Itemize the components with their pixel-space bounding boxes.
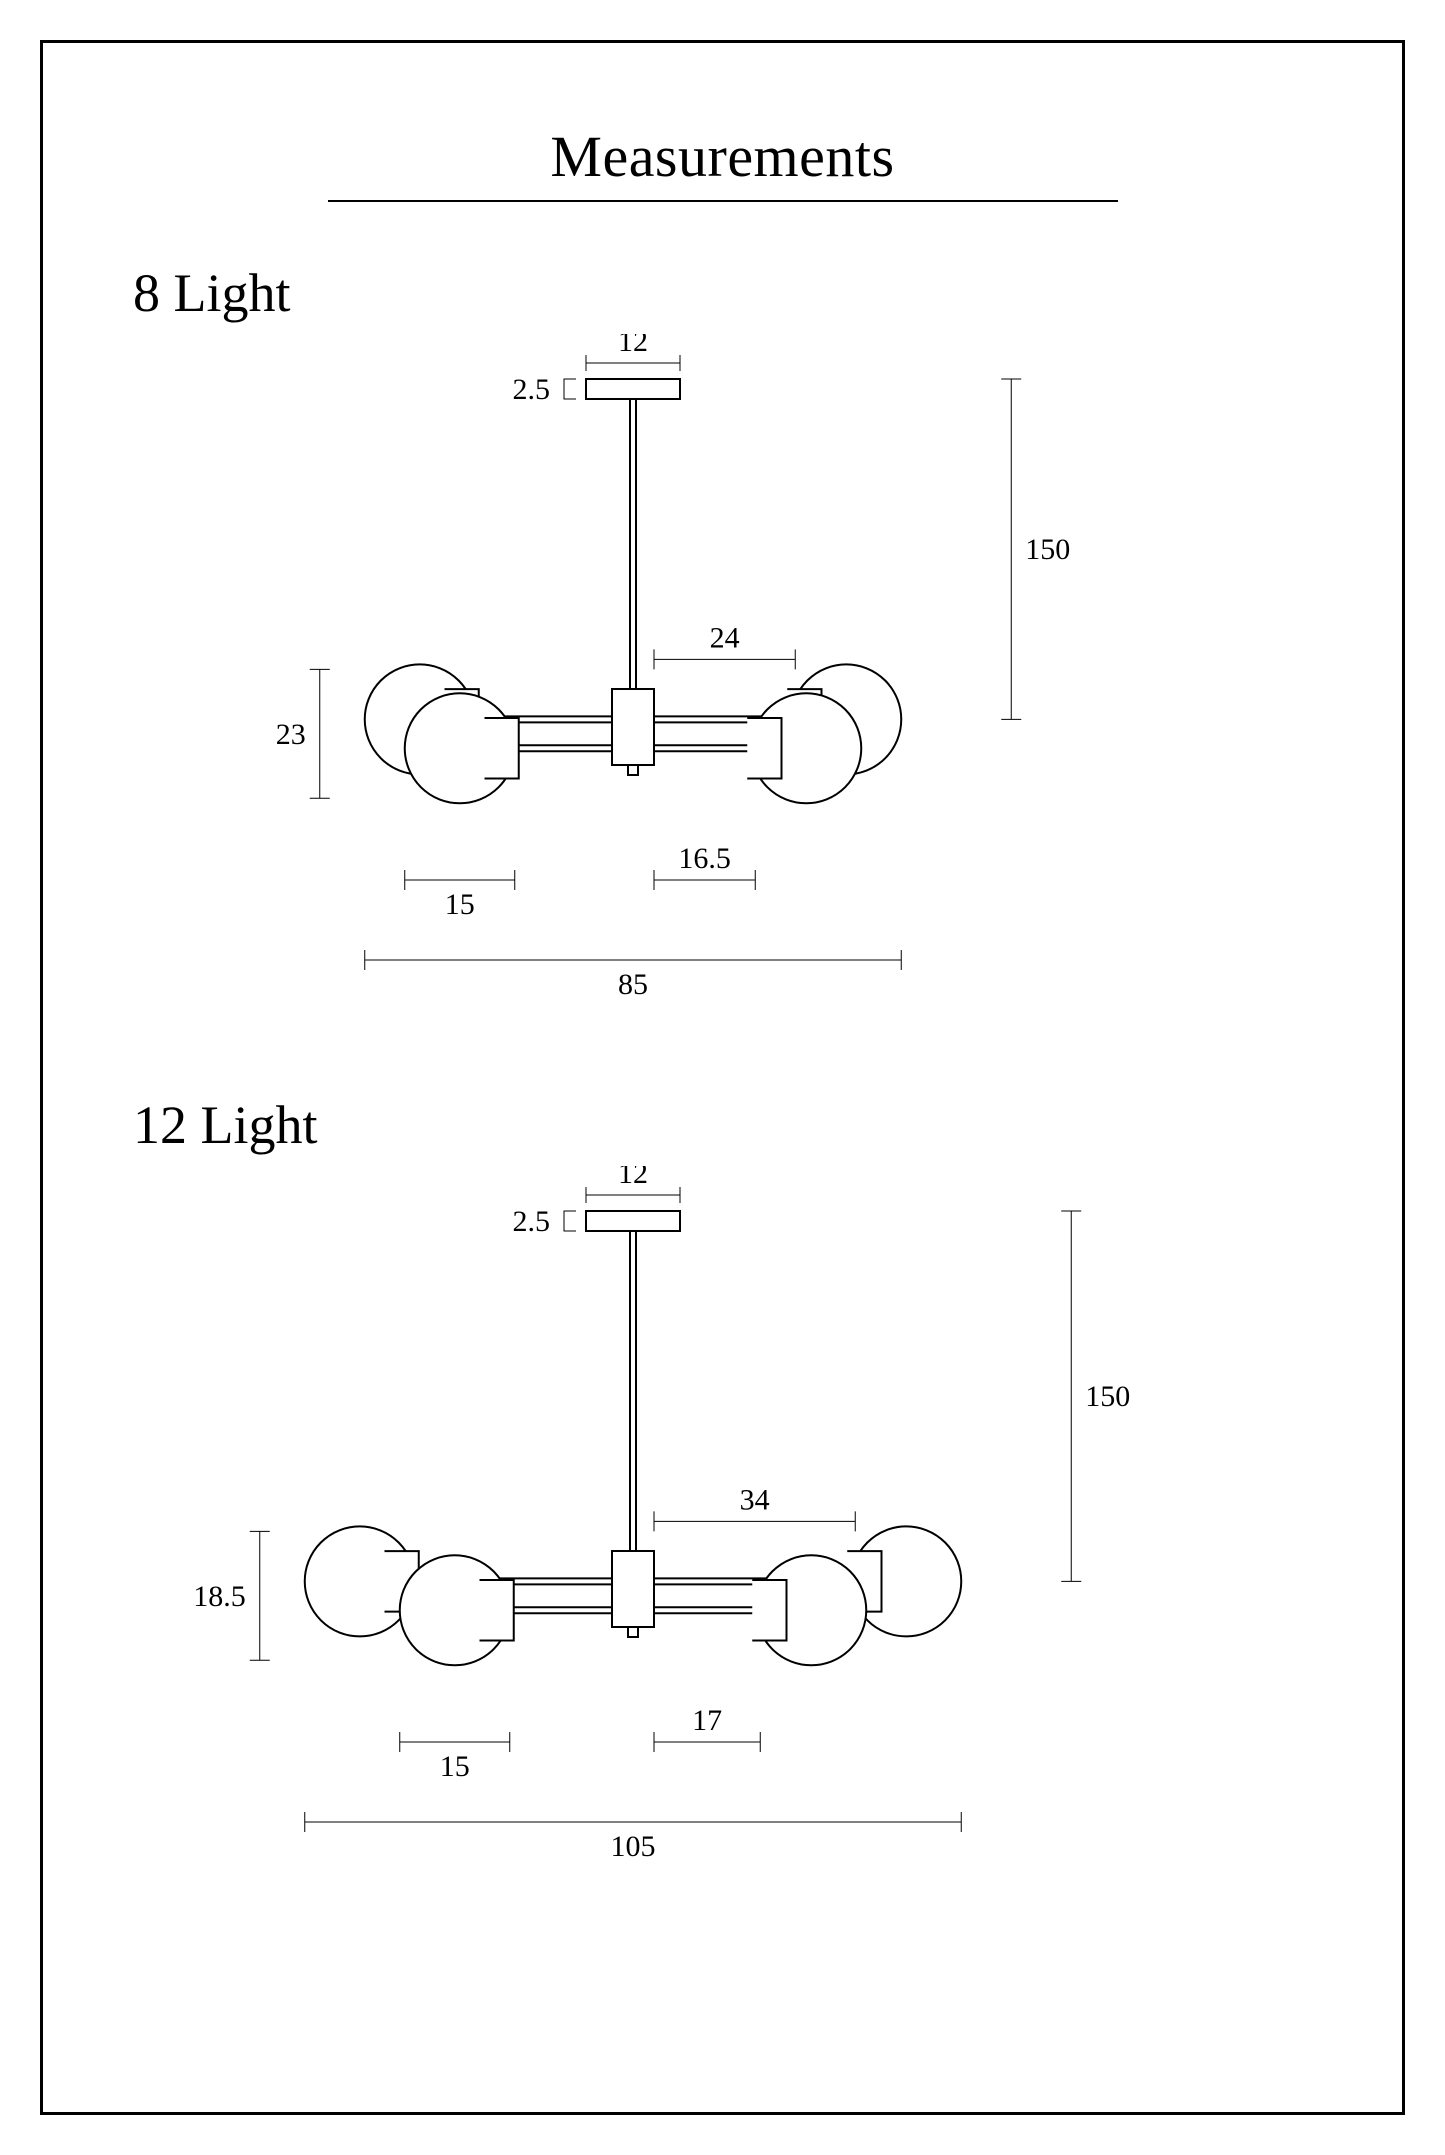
svg-text:12: 12: [618, 1166, 648, 1190]
page-title: Measurements: [113, 123, 1332, 190]
diagrams-container: 8 Light 12 2.5: [113, 262, 1332, 1886]
svg-text:16.5: 16.5: [678, 842, 731, 875]
svg-text:105: 105: [611, 1830, 656, 1863]
svg-text:24: 24: [710, 621, 740, 654]
svg-text:23: 23: [276, 718, 306, 751]
title-underline: [328, 200, 1118, 202]
diagram-wrap: 12 2.5: [113, 334, 1332, 1054]
svg-text:15: 15: [440, 1750, 470, 1783]
svg-text:15: 15: [445, 888, 475, 921]
svg-text:150: 150: [1085, 1380, 1130, 1413]
fixture-diagram: 12 2.5: [113, 334, 1313, 1054]
diagram-wrap: 12 2.5: [113, 1166, 1332, 1886]
svg-text:2.5: 2.5: [513, 373, 551, 406]
fixture-diagram: 12 2.5: [113, 1166, 1313, 1886]
page-frame: Measurements 8 Light 12 2.5: [40, 40, 1405, 2115]
svg-text:34: 34: [740, 1483, 770, 1516]
svg-text:12: 12: [618, 334, 648, 358]
svg-text:18.5: 18.5: [193, 1580, 246, 1613]
svg-text:85: 85: [618, 968, 648, 1001]
section-label: 12 Light: [133, 1094, 1332, 1156]
svg-text:17: 17: [692, 1704, 722, 1737]
svg-text:150: 150: [1025, 533, 1070, 566]
svg-text:2.5: 2.5: [513, 1205, 551, 1238]
section-label: 8 Light: [133, 262, 1332, 324]
